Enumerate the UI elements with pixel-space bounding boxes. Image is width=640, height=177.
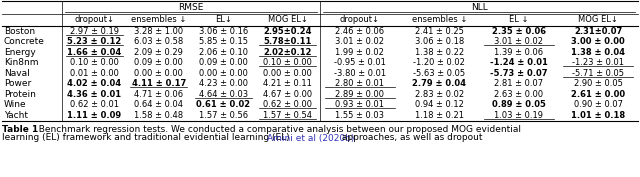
Text: NLL: NLL xyxy=(470,3,488,12)
Text: -1.23 ± 0.01: -1.23 ± 0.01 xyxy=(572,58,624,67)
Text: 0.10 ± 0.00: 0.10 ± 0.00 xyxy=(263,58,312,67)
Text: 3.28 ± 1.00: 3.28 ± 1.00 xyxy=(134,27,183,36)
Text: Kin8nm: Kin8nm xyxy=(4,58,38,67)
Text: -1.20 ± 0.02: -1.20 ± 0.02 xyxy=(413,58,465,67)
Text: 1.66 ± 0.04: 1.66 ± 0.04 xyxy=(67,48,122,57)
Text: 1.55 ± 0.03: 1.55 ± 0.03 xyxy=(335,111,384,120)
Text: 1.57 ± 0.56: 1.57 ± 0.56 xyxy=(198,111,248,120)
Text: EL↓: EL↓ xyxy=(215,16,232,24)
Text: 0.62 ± 0.00: 0.62 ± 0.00 xyxy=(263,100,312,109)
Text: 5.78±0.11: 5.78±0.11 xyxy=(264,37,312,46)
Text: 0.89 ± 0.05: 0.89 ± 0.05 xyxy=(492,100,546,109)
Text: 1.99 ± 0.02: 1.99 ± 0.02 xyxy=(335,48,384,57)
Text: 0.94 ± 0.12: 0.94 ± 0.12 xyxy=(415,100,464,109)
Text: -5.63 ± 0.05: -5.63 ± 0.05 xyxy=(413,69,465,78)
Text: 2.63 ± 0.00: 2.63 ± 0.00 xyxy=(494,90,543,99)
Text: 4.21 ± 0.11: 4.21 ± 0.11 xyxy=(263,79,312,88)
Text: 1.58 ± 0.48: 1.58 ± 0.48 xyxy=(134,111,183,120)
Text: dropout↓: dropout↓ xyxy=(340,16,380,24)
Text: 4.02 ± 0.04: 4.02 ± 0.04 xyxy=(67,79,122,88)
Text: -0.95 ± 0.01: -0.95 ± 0.01 xyxy=(334,58,386,67)
Text: 0.90 ± 0.07: 0.90 ± 0.07 xyxy=(573,100,623,109)
Text: 0.93 ± 0.01: 0.93 ± 0.01 xyxy=(335,100,384,109)
Text: 2.81 ± 0.07: 2.81 ± 0.07 xyxy=(494,79,543,88)
Text: 0.61 ± 0.02: 0.61 ± 0.02 xyxy=(196,100,250,109)
Text: learning (EL) framework and traditional evidential learning (EL): learning (EL) framework and traditional … xyxy=(2,133,292,142)
Text: 2.06 ± 0.10: 2.06 ± 0.10 xyxy=(199,48,248,57)
Text: 0.00 ± 0.00: 0.00 ± 0.00 xyxy=(134,69,183,78)
Text: 0.64 ± 0.04: 0.64 ± 0.04 xyxy=(134,100,183,109)
Text: Naval: Naval xyxy=(4,69,29,78)
Text: 2.79 ± 0.04: 2.79 ± 0.04 xyxy=(412,79,467,88)
Text: 2.61 ± 0.00: 2.61 ± 0.00 xyxy=(571,90,625,99)
Text: 4.64 ± 0.03: 4.64 ± 0.03 xyxy=(198,90,248,99)
Text: 2.41 ± 0.25: 2.41 ± 0.25 xyxy=(415,27,464,36)
Text: Amini et al (2020b): Amini et al (2020b) xyxy=(267,133,355,142)
Text: Protein: Protein xyxy=(4,90,36,99)
Text: 2.89 ± 0.00: 2.89 ± 0.00 xyxy=(335,90,384,99)
Text: -5.71 ± 0.05: -5.71 ± 0.05 xyxy=(572,69,624,78)
Text: 0.00 ± 0.00: 0.00 ± 0.00 xyxy=(263,69,312,78)
Text: 4.67 ± 0.00: 4.67 ± 0.00 xyxy=(263,90,312,99)
Text: 1.01 ± 0.18: 1.01 ± 0.18 xyxy=(571,111,625,120)
Text: 1.18 ± 0.21: 1.18 ± 0.21 xyxy=(415,111,464,120)
Text: 4.71 ± 0.06: 4.71 ± 0.06 xyxy=(134,90,183,99)
Text: -3.80 ± 0.01: -3.80 ± 0.01 xyxy=(333,69,386,78)
Text: ensembles ↓: ensembles ↓ xyxy=(131,16,186,24)
Text: 1.38 ± 0.22: 1.38 ± 0.22 xyxy=(415,48,464,57)
Text: 4.36 ± 0.01: 4.36 ± 0.01 xyxy=(67,90,122,99)
Text: Wine: Wine xyxy=(4,100,27,109)
Text: 0.62 ± 0.01: 0.62 ± 0.01 xyxy=(70,100,119,109)
Text: ensembles ↓: ensembles ↓ xyxy=(412,16,467,24)
Text: RMSE: RMSE xyxy=(179,3,204,12)
Text: 3.01 ± 0.02: 3.01 ± 0.02 xyxy=(335,37,384,46)
Text: -5.73 ± 0.07: -5.73 ± 0.07 xyxy=(490,69,547,78)
Text: 3.00 ± 0.00: 3.00 ± 0.00 xyxy=(572,37,625,46)
Text: EL ↓: EL ↓ xyxy=(509,16,529,24)
Text: 1.38 ± 0.04: 1.38 ± 0.04 xyxy=(572,48,625,57)
Text: 3.06 ± 0.18: 3.06 ± 0.18 xyxy=(415,37,464,46)
Text: 2.90 ± 0.05: 2.90 ± 0.05 xyxy=(574,79,623,88)
Text: approaches, as well as dropout: approaches, as well as dropout xyxy=(339,133,483,142)
Text: Benchmark regression tests. We conducted a comparative analysis between our prop: Benchmark regression tests. We conducted… xyxy=(33,124,521,133)
Text: 6.03 ± 0.58: 6.03 ± 0.58 xyxy=(134,37,184,46)
Text: 1.39 ± 0.06: 1.39 ± 0.06 xyxy=(494,48,543,57)
Text: 4.11 ± 0.17: 4.11 ± 0.17 xyxy=(132,79,186,88)
Text: 0.00 ± 0.00: 0.00 ± 0.00 xyxy=(199,69,248,78)
Text: dropout↓: dropout↓ xyxy=(74,16,115,24)
Text: 3.01 ± 0.02: 3.01 ± 0.02 xyxy=(494,37,543,46)
Text: 0.09 ± 0.00: 0.09 ± 0.00 xyxy=(134,58,183,67)
Text: 2.46 ± 0.06: 2.46 ± 0.06 xyxy=(335,27,384,36)
Text: 1.03 ± 0.19: 1.03 ± 0.19 xyxy=(494,111,543,120)
Text: MOG EL↓: MOG EL↓ xyxy=(268,16,308,24)
Text: 2.35 ± 0.06: 2.35 ± 0.06 xyxy=(492,27,546,36)
Text: 0.01 ± 0.00: 0.01 ± 0.00 xyxy=(70,69,118,78)
Text: 3.06 ± 0.16: 3.06 ± 0.16 xyxy=(198,27,248,36)
Text: 2.09 ± 0.29: 2.09 ± 0.29 xyxy=(134,48,183,57)
Text: 2.95±0.24: 2.95±0.24 xyxy=(264,27,312,36)
Text: Table 1: Table 1 xyxy=(2,124,38,133)
Text: Boston: Boston xyxy=(4,27,35,36)
Text: 1.57 ± 0.54: 1.57 ± 0.54 xyxy=(263,111,312,120)
Text: Energy: Energy xyxy=(4,48,36,57)
Text: -1.24 ± 0.01: -1.24 ± 0.01 xyxy=(490,58,548,67)
Text: MOG EL↓: MOG EL↓ xyxy=(579,16,618,24)
Text: 2.31±0.07: 2.31±0.07 xyxy=(574,27,622,36)
Text: 2.97 ± 0.19: 2.97 ± 0.19 xyxy=(70,27,119,36)
Text: 5.23 ± 0.12: 5.23 ± 0.12 xyxy=(67,37,122,46)
Text: Power: Power xyxy=(4,79,31,88)
Text: 0.09 ± 0.00: 0.09 ± 0.00 xyxy=(199,58,248,67)
Text: 4.23 ± 0.00: 4.23 ± 0.00 xyxy=(199,79,248,88)
Text: Concrete: Concrete xyxy=(4,37,45,46)
Text: 0.10 ± 0.00: 0.10 ± 0.00 xyxy=(70,58,118,67)
Text: 2.80 ± 0.01: 2.80 ± 0.01 xyxy=(335,79,384,88)
Text: Yacht: Yacht xyxy=(4,111,28,120)
Text: 1.11 ± 0.09: 1.11 ± 0.09 xyxy=(67,111,122,120)
Text: 2.02±0.12: 2.02±0.12 xyxy=(264,48,312,57)
Text: 5.85 ± 0.15: 5.85 ± 0.15 xyxy=(199,37,248,46)
Text: 2.83 ± 0.02: 2.83 ± 0.02 xyxy=(415,90,464,99)
